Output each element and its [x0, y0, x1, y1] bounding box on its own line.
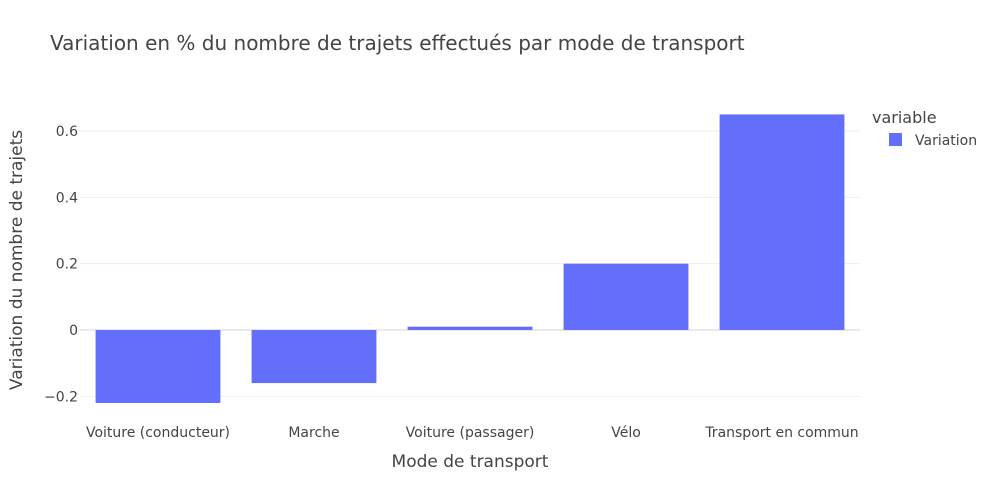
- bars: [95, 114, 845, 403]
- x-tick-label: Vélo: [611, 425, 641, 441]
- x-tick-label: Voiture (passager): [406, 425, 535, 441]
- bar[interactable]: [95, 330, 221, 403]
- bar[interactable]: [251, 330, 377, 384]
- y-tick-label: 0.6: [56, 124, 78, 140]
- x-axis-title: Mode de transport: [392, 452, 549, 472]
- y-axis-title: Variation du nombre de trajets: [7, 130, 27, 390]
- y-tick-label: 0: [69, 323, 78, 339]
- legend: variable Variation: [872, 108, 977, 149]
- x-tick-label: Marche: [288, 425, 339, 441]
- y-axis-ticks: −0.2 0 0.2 0.4 0.6: [44, 124, 78, 405]
- legend-swatch-variation[interactable]: [889, 133, 902, 146]
- y-tick-label: −0.2: [44, 389, 78, 405]
- chart-title: Variation en % du nombre de trajets effe…: [50, 31, 745, 55]
- bar[interactable]: [407, 326, 533, 330]
- legend-label-variation[interactable]: Variation: [915, 133, 977, 149]
- x-tick-label: Transport en commun: [704, 425, 858, 441]
- x-tick-label: Voiture (conducteur): [86, 425, 230, 441]
- bar[interactable]: [563, 263, 689, 330]
- x-axis-ticks: Voiture (conducteur) Marche Voiture (passa…: [86, 425, 859, 441]
- legend-title: variable: [872, 108, 937, 127]
- y-tick-label: 0.4: [56, 190, 78, 206]
- y-tick-label: 0.2: [56, 257, 78, 273]
- bar[interactable]: [719, 114, 845, 331]
